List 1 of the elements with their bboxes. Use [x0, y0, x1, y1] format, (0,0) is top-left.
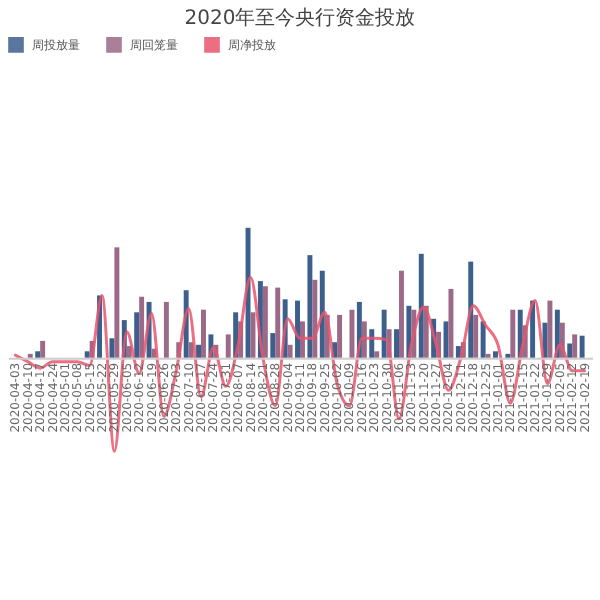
chart-title: 2020年至今央行资金投放	[184, 6, 416, 30]
